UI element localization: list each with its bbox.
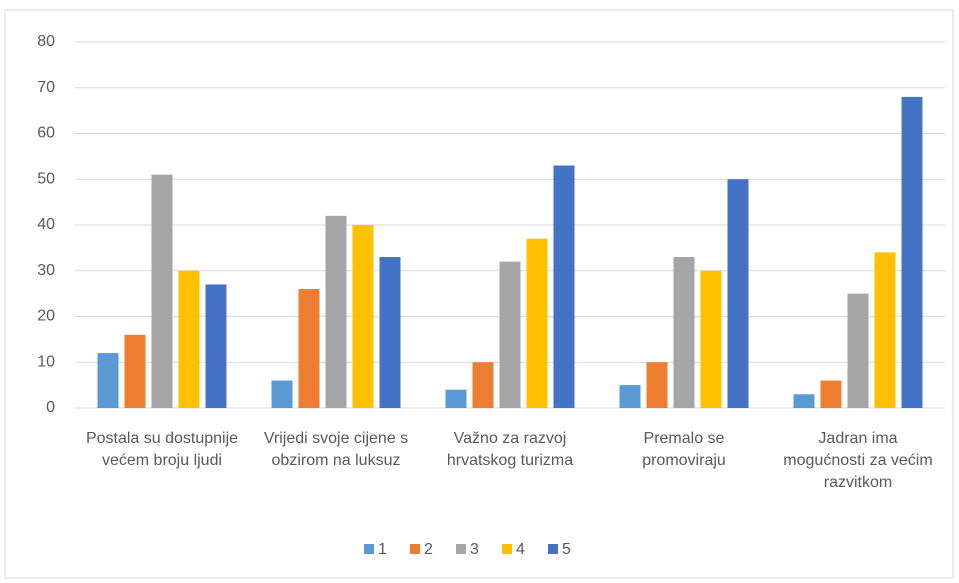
bar <box>901 96 923 409</box>
y-tick-label: 30 <box>37 262 55 279</box>
legend-label: 1 <box>378 541 387 558</box>
bar <box>874 252 896 408</box>
legend-label: 2 <box>424 541 433 558</box>
legend-swatch <box>456 544 466 554</box>
x-tick-label: Premalo se promoviraju <box>642 430 726 469</box>
bar <box>727 179 749 408</box>
legend-label: 5 <box>562 541 571 558</box>
legend-label: 4 <box>516 541 525 558</box>
x-tick-label: Vrijedi svoje cijene s obzirom na luksuz <box>263 430 409 469</box>
bar <box>271 380 293 408</box>
y-tick-label: 50 <box>37 170 55 187</box>
bar <box>700 270 722 408</box>
bar <box>325 215 347 408</box>
y-tick-label: 60 <box>37 125 55 142</box>
bar <box>526 238 548 408</box>
bar <box>553 165 575 408</box>
x-tick-label: Postala su dostupnije većem broju ljudi <box>85 430 239 469</box>
y-tick-label: 40 <box>37 216 55 233</box>
bar <box>820 380 842 408</box>
bar <box>205 284 227 408</box>
bar <box>793 394 815 408</box>
bar <box>379 257 401 408</box>
bar <box>97 353 119 408</box>
bar <box>847 293 869 408</box>
bar <box>352 225 374 408</box>
y-tick-label: 20 <box>37 308 55 325</box>
bar <box>472 362 494 408</box>
legend-label: 3 <box>470 541 479 558</box>
bar <box>673 257 695 408</box>
legend-swatch <box>548 544 558 554</box>
bar <box>445 389 467 408</box>
bar <box>646 362 668 408</box>
bar <box>124 334 146 408</box>
legend-swatch <box>410 544 420 554</box>
bar <box>499 261 521 408</box>
legend-swatch <box>364 544 374 554</box>
y-tick-label: 10 <box>37 353 55 370</box>
y-tick-label: 80 <box>37 33 55 50</box>
bar <box>298 289 320 408</box>
bar <box>619 385 641 408</box>
bar <box>178 270 200 408</box>
legend-swatch <box>502 544 512 554</box>
x-tick-label: Jadran ima mogućnosti za većim razvitkom <box>783 430 933 491</box>
bar <box>151 174 173 408</box>
y-tick-label: 0 <box>46 399 55 416</box>
x-tick-label: Važno za razvoj hrvatskog turizma <box>446 430 574 469</box>
y-tick-label: 70 <box>37 79 55 96</box>
